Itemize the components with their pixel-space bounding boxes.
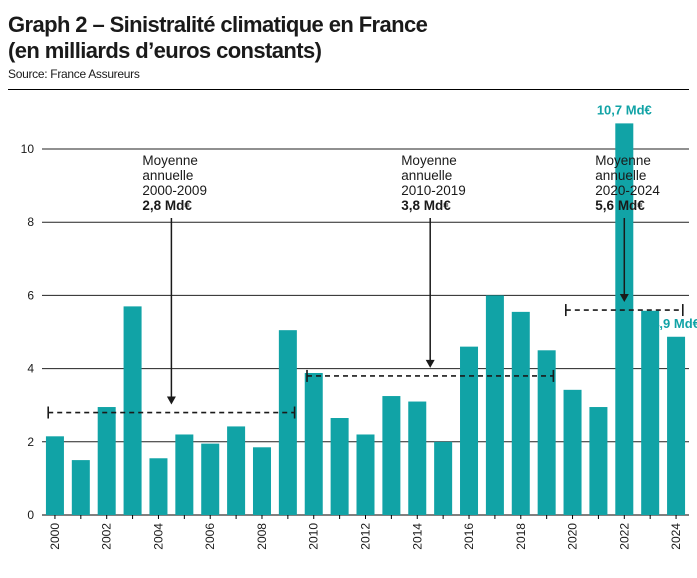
bar xyxy=(615,123,634,515)
bar xyxy=(511,311,530,515)
chart-title-line-1: Graph 2 – Sinistralité climatique en Fra… xyxy=(8,12,428,37)
bar xyxy=(537,350,556,515)
average-annotation-text: Moyenne xyxy=(401,153,457,168)
bar xyxy=(149,458,168,515)
bar xyxy=(589,407,608,515)
average-annotation-text: annuelle xyxy=(401,168,452,183)
x-tick-label: 2024 xyxy=(669,523,683,550)
bar xyxy=(201,443,220,515)
chart-source: Source: France Assureurs xyxy=(8,67,140,81)
x-tick-label: 2016 xyxy=(462,523,476,550)
bar xyxy=(227,426,246,515)
bar xyxy=(460,346,479,515)
bar xyxy=(97,407,116,515)
bar xyxy=(45,436,64,515)
average-annotation-value: 5,6 Md€ xyxy=(595,198,645,213)
x-tick-label: 2000 xyxy=(48,523,62,550)
average-annotation-text: Moyenne xyxy=(142,153,198,168)
average-annotation-text: annuelle xyxy=(595,168,646,183)
x-tick-label: 2014 xyxy=(410,523,424,550)
bar xyxy=(485,295,504,515)
average-arrowhead xyxy=(619,294,629,303)
bar xyxy=(278,330,297,515)
x-tick-label: 2018 xyxy=(514,523,528,550)
y-tick-label: 2 xyxy=(27,435,34,449)
average-annotation-value: 2,8 Md€ xyxy=(142,198,192,213)
x-tick-label: 2022 xyxy=(617,523,631,550)
bar xyxy=(123,306,142,515)
header-rule xyxy=(8,89,689,90)
y-tick-label: 6 xyxy=(27,288,34,302)
average-annotation-text: 2010-2019 xyxy=(401,183,466,198)
average-arrowhead xyxy=(425,359,435,368)
chart-title-line-2: (en milliards d’euros constants) xyxy=(8,38,322,63)
y-tick-label: 10 xyxy=(21,142,35,156)
x-tick-label: 2004 xyxy=(151,523,165,550)
bar xyxy=(304,372,323,515)
y-tick-label: 8 xyxy=(27,215,34,229)
y-tick-label: 0 xyxy=(27,508,34,522)
x-tick-label: 2020 xyxy=(566,523,580,550)
bar xyxy=(175,434,194,515)
bar xyxy=(330,418,349,515)
y-tick-label: 4 xyxy=(27,362,34,376)
data-label: 4,9 Md€ xyxy=(652,316,697,331)
x-tick-label: 2006 xyxy=(203,523,217,550)
bar xyxy=(563,389,582,515)
bar xyxy=(434,441,453,515)
average-annotation-text: 2020-2024 xyxy=(595,183,660,198)
x-tick-label: 2012 xyxy=(359,523,373,550)
average-annotation-text: Moyenne xyxy=(595,153,651,168)
bar xyxy=(641,310,660,515)
x-tick-label: 2010 xyxy=(307,523,321,550)
x-tick-label: 2008 xyxy=(255,523,269,550)
data-label: 10,7 Md€ xyxy=(597,102,652,117)
bar xyxy=(356,434,375,515)
bar xyxy=(408,401,427,515)
bar xyxy=(382,396,401,515)
x-tick-label: 2002 xyxy=(100,523,114,550)
average-annotation-text: annuelle xyxy=(142,168,193,183)
bar xyxy=(667,336,686,515)
average-arrowhead xyxy=(166,396,176,405)
average-annotation-value: 3,8 Md€ xyxy=(401,198,451,213)
bar xyxy=(71,460,90,515)
average-annotation-text: 2000-2009 xyxy=(142,183,207,198)
bar xyxy=(252,447,271,515)
